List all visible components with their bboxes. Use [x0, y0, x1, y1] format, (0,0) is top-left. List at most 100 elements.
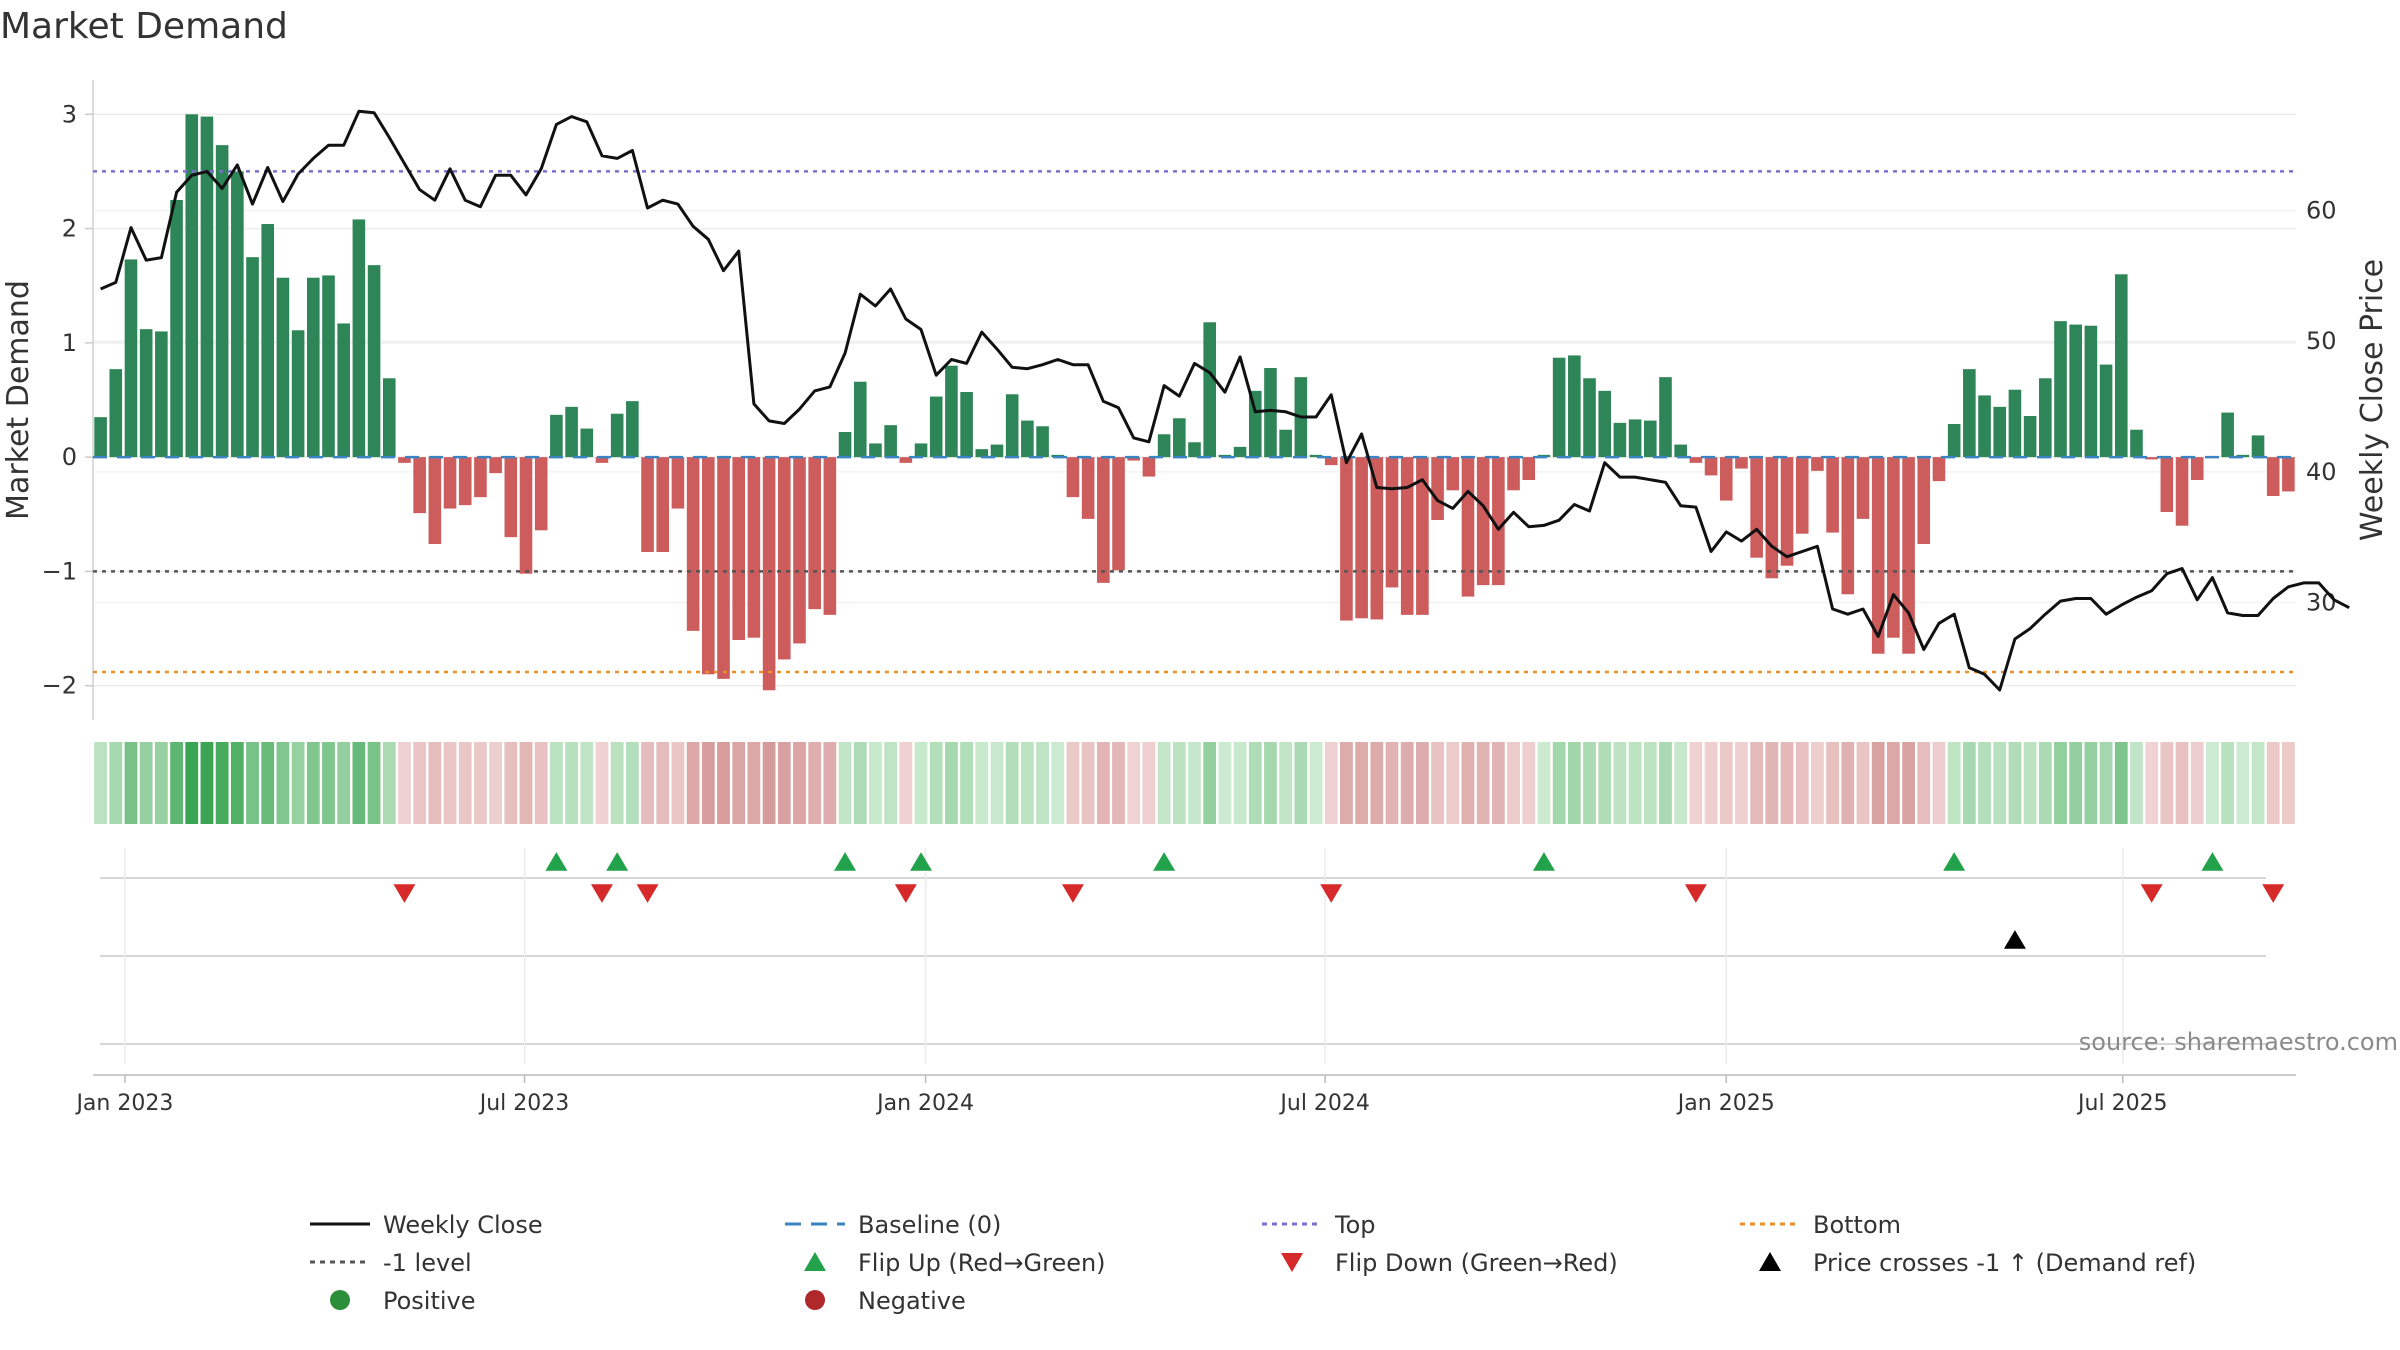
positive-bar: [869, 443, 882, 458]
negative-bar: [1704, 457, 1718, 476]
reference-lines: [93, 170, 2296, 674]
heat-cell: [2266, 742, 2280, 824]
heat-cell: [2160, 742, 2174, 824]
positive-bar: [1248, 390, 1262, 458]
heat-cell: [1446, 742, 1460, 824]
positive-bar: [2130, 429, 2143, 458]
demand-bars: [94, 114, 2295, 691]
heat-cell: [914, 742, 928, 824]
heat-cell: [1066, 742, 1080, 824]
legend-item: Price crosses -1 ↑ (Demand ref): [1759, 1249, 2196, 1277]
negative-bar: [899, 457, 913, 463]
positive-bar: [1613, 422, 1627, 458]
positive-bar: [1598, 390, 1612, 458]
heat-cell: [1081, 742, 1095, 824]
flip-up-marker: [2201, 852, 2224, 871]
negative-bar: [1932, 457, 1946, 482]
heat-cell: [2099, 742, 2113, 824]
negative-bar: [1522, 457, 1536, 480]
negative-bar: [458, 457, 472, 506]
heat-cell: [474, 742, 487, 824]
negative-bar: [534, 457, 548, 531]
negative-bar: [1461, 457, 1475, 597]
y2-tick-label: 40: [2306, 458, 2337, 486]
positive-bar: [626, 401, 639, 458]
positive-bar: [1674, 444, 1687, 458]
heat-cell: [656, 742, 670, 824]
negative-bar: [762, 457, 776, 691]
positive-bar: [276, 277, 290, 458]
heat-cell: [793, 742, 806, 824]
negative-bar: [2145, 457, 2158, 460]
positive-bar: [1203, 322, 1216, 458]
legend-label: Bottom: [1813, 1211, 1901, 1239]
heat-cell: [2221, 742, 2235, 824]
negative-bar: [1902, 457, 1915, 654]
heat-cell: [808, 742, 822, 824]
legend-label: Negative: [858, 1287, 966, 1315]
heat-cell: [1735, 742, 1748, 824]
heat-cell: [1005, 742, 1019, 824]
heat-cell: [1096, 742, 1110, 824]
heat-cell: [1340, 742, 1353, 824]
negative-bar: [1887, 457, 1900, 638]
positive-bar: [929, 396, 943, 458]
negative-bar: [1416, 457, 1429, 615]
negative-bar: [1400, 457, 1414, 615]
positive-bar: [1021, 420, 1034, 458]
positive-bar: [139, 329, 153, 458]
heat-cell: [1902, 742, 1915, 824]
negative-bar: [1355, 457, 1368, 619]
negative-bar: [641, 457, 654, 552]
heat-cell: [1385, 742, 1399, 824]
positive-bar: [550, 414, 563, 458]
negative-bar: [686, 457, 700, 631]
heat-cell: [1172, 742, 1186, 824]
negative-bar: [1811, 457, 1824, 471]
heat-cell: [2114, 742, 2128, 824]
legend-swatch-triangle-up: [1759, 1252, 1781, 1271]
flip-down-marker: [1320, 884, 1343, 903]
heat-cell: [109, 742, 123, 824]
heat-cell: [975, 742, 989, 824]
negative-bar: [398, 457, 411, 463]
y2-tick-label: 50: [2306, 327, 2337, 355]
heat-cell: [2175, 742, 2189, 824]
heat-cell: [398, 742, 411, 824]
negative-bar: [1871, 457, 1885, 654]
source-credit: source: sharemaestro.com: [2079, 1028, 2398, 1056]
heat-cell: [1826, 742, 1840, 824]
positive-bar: [322, 275, 335, 458]
heat-cell: [2054, 742, 2067, 824]
heat-cell: [625, 742, 639, 824]
x-tick-label: Jul 2023: [478, 1091, 570, 1116]
positive-bar: [1157, 434, 1171, 458]
legend-swatch-circle: [330, 1290, 350, 1310]
heat-cell: [2084, 742, 2098, 824]
heat-cell: [1750, 742, 1764, 824]
heat-cell: [838, 742, 852, 824]
heat-cell: [2251, 742, 2265, 824]
heat-cell: [2038, 742, 2052, 824]
positive-bar: [960, 392, 973, 458]
heat-cell: [823, 742, 837, 824]
heat-cell: [322, 742, 335, 824]
negative-bar: [1719, 457, 1733, 501]
positive-bar: [1993, 406, 2007, 458]
heat-cell: [1947, 742, 1961, 824]
negative-bar: [1127, 457, 1141, 461]
positive-bar: [914, 443, 928, 458]
negative-bar: [1142, 457, 1156, 477]
negative-bar: [1066, 457, 1080, 498]
negative-bar: [1340, 457, 1353, 621]
negative-bar: [1081, 457, 1095, 519]
heat-cell: [367, 742, 381, 824]
heat-cell: [428, 742, 442, 824]
heat-cell: [1598, 742, 1612, 824]
positive-bar: [155, 331, 168, 458]
flip-up-marker: [1532, 852, 1555, 871]
heat-cell: [671, 742, 685, 824]
heat-cell: [747, 742, 761, 824]
positive-bar: [231, 171, 244, 458]
positive-bar: [1568, 355, 1581, 458]
